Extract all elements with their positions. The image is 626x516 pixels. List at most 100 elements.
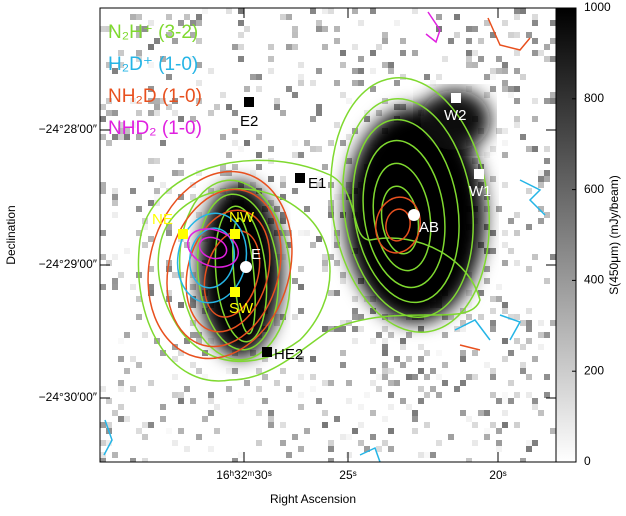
pixel (160, 350, 166, 356)
pixel (322, 8, 328, 14)
pixel (550, 20, 556, 26)
pixel (172, 98, 178, 104)
pixel (418, 398, 424, 404)
pixel (370, 86, 376, 92)
pixel (112, 68, 118, 74)
pixel (526, 374, 532, 380)
pixel (484, 266, 490, 272)
pixel (490, 86, 496, 92)
contour (196, 193, 280, 351)
pixel (412, 410, 418, 416)
pixel (502, 230, 508, 236)
pixel (502, 338, 508, 344)
pixel (490, 296, 496, 302)
pixel (382, 416, 388, 422)
pixel (292, 32, 298, 38)
colorbar-tick-label: 400 (584, 273, 604, 287)
pixel (358, 80, 364, 86)
pixel (508, 314, 514, 320)
pixel (166, 296, 172, 302)
pixel (472, 26, 478, 32)
pixel (490, 422, 496, 428)
pixel (148, 284, 154, 290)
pixel (460, 350, 466, 356)
pixel (412, 416, 418, 422)
pixel (148, 200, 154, 206)
pixel (286, 386, 292, 392)
pixel (148, 20, 154, 26)
pixel (310, 8, 316, 14)
pixel (454, 32, 460, 38)
source-label: E (251, 246, 261, 263)
pixel (118, 128, 124, 134)
pixel (358, 20, 364, 26)
pixel (526, 392, 532, 398)
sources: E2 W2 W1 E1 AB NE NW E SW HE2 (152, 93, 492, 363)
pixel (502, 128, 508, 134)
pixel (256, 368, 262, 374)
pixel (490, 248, 496, 254)
pixel (100, 26, 106, 32)
pixel (490, 320, 496, 326)
pixel (436, 350, 442, 356)
pixel (298, 266, 304, 272)
pixel (172, 170, 178, 176)
pixel (268, 410, 274, 416)
pixel (274, 380, 280, 386)
pixel (514, 422, 520, 428)
colorbar-tick-label: 600 (584, 182, 604, 196)
contour (375, 196, 421, 254)
colorbar-tick-label: 800 (584, 91, 604, 105)
pixel (142, 458, 148, 462)
pixel (112, 452, 118, 458)
pixel (532, 116, 538, 122)
pixel (466, 290, 472, 296)
pixel (526, 146, 532, 152)
pixel (544, 170, 550, 176)
pixel (430, 452, 436, 458)
pixel (334, 194, 340, 200)
pixel (400, 344, 406, 350)
source-label: E2 (240, 113, 258, 130)
pixel (532, 404, 538, 410)
pixel (496, 128, 502, 134)
source-label: E1 (308, 175, 326, 192)
pixel (520, 362, 526, 368)
pixel (118, 62, 124, 68)
pixel (412, 428, 418, 434)
pixel (400, 38, 406, 44)
pixel (520, 368, 526, 374)
pixel (178, 398, 184, 404)
pixel (460, 380, 466, 386)
pixel (502, 62, 508, 68)
pixel (184, 14, 190, 20)
pixel (280, 440, 286, 446)
pixel (484, 362, 490, 368)
source-label: HE2 (274, 346, 303, 363)
pixel (100, 440, 106, 446)
pixel (232, 44, 238, 50)
pixel (526, 326, 532, 332)
pixel (148, 266, 154, 272)
pixel (328, 380, 334, 386)
y-tick-label: −24°28′00″ (39, 122, 98, 136)
pixel (370, 410, 376, 416)
colorbar (555, 7, 577, 463)
pixel (490, 32, 496, 38)
pixel (124, 128, 130, 134)
pixel (544, 392, 550, 398)
pixel (352, 326, 358, 332)
pixel (250, 182, 256, 188)
pixel (256, 152, 262, 158)
pixel (304, 140, 310, 146)
pixel (232, 140, 238, 146)
pixel (322, 380, 328, 386)
pixel (136, 32, 142, 38)
contour (232, 217, 256, 335)
pixel (472, 440, 478, 446)
pixel (196, 338, 202, 344)
source-marker (244, 97, 254, 107)
pixel (274, 206, 280, 212)
pixel (394, 380, 400, 386)
pixel (178, 350, 184, 356)
